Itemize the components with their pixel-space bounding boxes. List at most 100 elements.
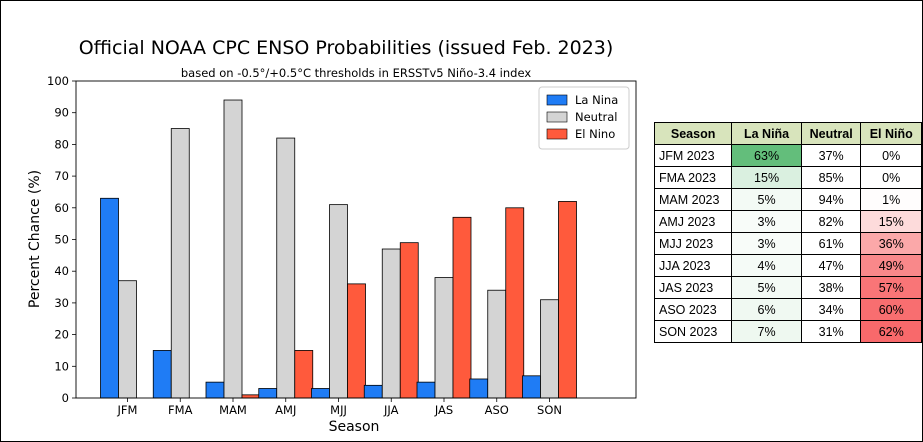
table-row: JJA 2023 4% 47% 49% <box>653 254 922 277</box>
cell-neutral: 31% <box>800 320 862 343</box>
bar-neutral-jja <box>381 248 401 399</box>
legend-label-el-nino: El Nino <box>575 127 615 141</box>
y-tick-label: 20 <box>54 328 69 342</box>
bar-neutral-mjj <box>329 204 348 399</box>
cell-el-nino: 36% <box>860 232 922 255</box>
header-el-nino: El Niño <box>860 122 922 145</box>
table-row: MJJ 2023 3% 61% 36% <box>653 232 922 255</box>
chart-subtitle: based on -0.5°/+0.5°C thresholds in ERSS… <box>181 66 531 80</box>
cell-el-nino: 0% <box>860 166 922 189</box>
table-header-row: Season La Niña Neutral El Niño <box>653 122 922 145</box>
cell-el-nino: 15% <box>860 210 922 233</box>
cell-la-nina: 15% <box>731 166 802 189</box>
bar-la-nina-amj <box>258 388 278 399</box>
y-tick-label: 30 <box>54 296 69 310</box>
bar-el-nino-amj <box>294 350 314 399</box>
cell-neutral: 61% <box>800 232 862 255</box>
cell-el-nino: 57% <box>860 276 922 299</box>
bar-la-nina-mam <box>205 381 225 399</box>
chart-title: Official NOAA CPC ENSO Probabilities (is… <box>79 37 614 59</box>
y-tick-label: 50 <box>54 233 69 247</box>
y-tick-label: 10 <box>54 359 69 373</box>
cell-neutral: 94% <box>800 188 862 211</box>
probability-table: Season La Niña Neutral El Niño JFM 2023 6… <box>653 122 922 343</box>
bar-la-nina-aso <box>469 378 489 399</box>
bar-la-nina-jja <box>363 384 383 399</box>
cell-season: JFM 2023 <box>653 144 733 167</box>
x-tick-label: AMJ <box>275 403 296 417</box>
x-tick-label: FMA <box>168 403 193 417</box>
cell-neutral: 47% <box>800 254 862 277</box>
bar-la-nina-jas <box>416 381 436 399</box>
cell-el-nino: 0% <box>860 144 922 167</box>
cell-season: JJA 2023 <box>653 254 733 277</box>
cell-la-nina: 3% <box>731 210 802 233</box>
legend-swatch-el-nino <box>546 128 568 140</box>
x-tick-label: ASO <box>485 403 509 417</box>
cell-el-nino: 62% <box>860 320 922 343</box>
bar-el-nino-son <box>558 201 577 399</box>
cell-neutral: 37% <box>800 144 862 167</box>
bar-neutral-amj <box>276 137 296 399</box>
bar-el-nino-jja <box>399 242 419 399</box>
bar-la-nina-son <box>522 375 541 399</box>
bar-la-nina-jfm <box>100 197 119 399</box>
cell-season: SON 2023 <box>653 320 733 343</box>
table-row: AMJ 2023 3% 82% 15% <box>653 210 922 233</box>
bar-neutral-son <box>540 299 559 399</box>
cell-season: JAS 2023 <box>653 276 733 299</box>
header-neutral: Neutral <box>800 122 862 145</box>
cell-la-nina: 7% <box>731 320 802 343</box>
y-axis-label: Percent Chance (%) <box>27 170 43 308</box>
bars-layer <box>100 99 577 399</box>
y-tick-label: 40 <box>54 264 69 278</box>
legend-label-la-nina: La Nina <box>575 93 618 107</box>
cell-neutral: 85% <box>800 166 862 189</box>
bar-neutral-jas <box>434 277 454 399</box>
axes-layer: JFM FMA MAM AMJ MJJ JJA JAS ASO SON 0 10 20 30 40 50 60… <box>47 74 637 417</box>
cell-season: MAM 2023 <box>653 188 733 211</box>
table-body: JFM 2023 63% 37% 0% FMA 2023 15% 85% 0% MAM 2023… <box>653 144 922 343</box>
legend-swatch-la-nina <box>546 94 568 106</box>
y-tick-label: 70 <box>54 169 69 183</box>
x-tick-label: MAM <box>219 403 247 417</box>
cell-season: MJJ 2023 <box>653 232 733 255</box>
cell-neutral: 34% <box>800 298 862 321</box>
cell-season: AMJ 2023 <box>653 210 733 233</box>
y-tick-label: 60 <box>54 201 69 215</box>
legend-label-neutral: Neutral <box>575 110 617 124</box>
x-tick-label: JAS <box>434 403 453 417</box>
x-tick-label: JJA <box>383 403 399 417</box>
cell-season: FMA 2023 <box>653 166 733 189</box>
cell-la-nina: 5% <box>731 188 802 211</box>
cell-season: ASO 2023 <box>653 298 733 321</box>
bar-neutral-aso <box>487 289 507 399</box>
x-tick-label: JFM <box>117 403 138 417</box>
y-tick-label: 80 <box>54 137 69 151</box>
bar-neutral-mam <box>223 99 243 399</box>
cell-la-nina: 6% <box>731 298 802 321</box>
table-row: JFM 2023 63% 37% 0% <box>653 144 922 167</box>
bar-la-nina-mjj <box>311 388 330 399</box>
x-axis-label: Season <box>329 419 380 435</box>
table-row: MAM 2023 5% 94% 1% <box>653 188 922 211</box>
cell-la-nina: 3% <box>731 232 802 255</box>
cell-la-nina: 63% <box>731 144 802 167</box>
cell-la-nina: 5% <box>731 276 802 299</box>
x-tick-label: MJJ <box>330 403 347 417</box>
table-row: ASO 2023 6% 34% 60% <box>653 298 922 321</box>
bar-el-nino-jas <box>452 216 472 399</box>
header-season: Season <box>653 122 733 145</box>
bar-neutral-fma <box>170 128 190 399</box>
cell-neutral: 82% <box>800 210 862 233</box>
cell-el-nino: 60% <box>860 298 922 321</box>
header-la-nina: La Niña <box>731 122 802 145</box>
legend-swatch-neutral <box>546 111 568 123</box>
bar-neutral-jfm <box>118 280 137 399</box>
bar-el-nino-aso <box>505 207 525 399</box>
cell-el-nino: 49% <box>860 254 922 277</box>
x-tick-label: SON <box>537 403 562 417</box>
table-row: SON 2023 7% 31% 62% <box>653 320 922 343</box>
